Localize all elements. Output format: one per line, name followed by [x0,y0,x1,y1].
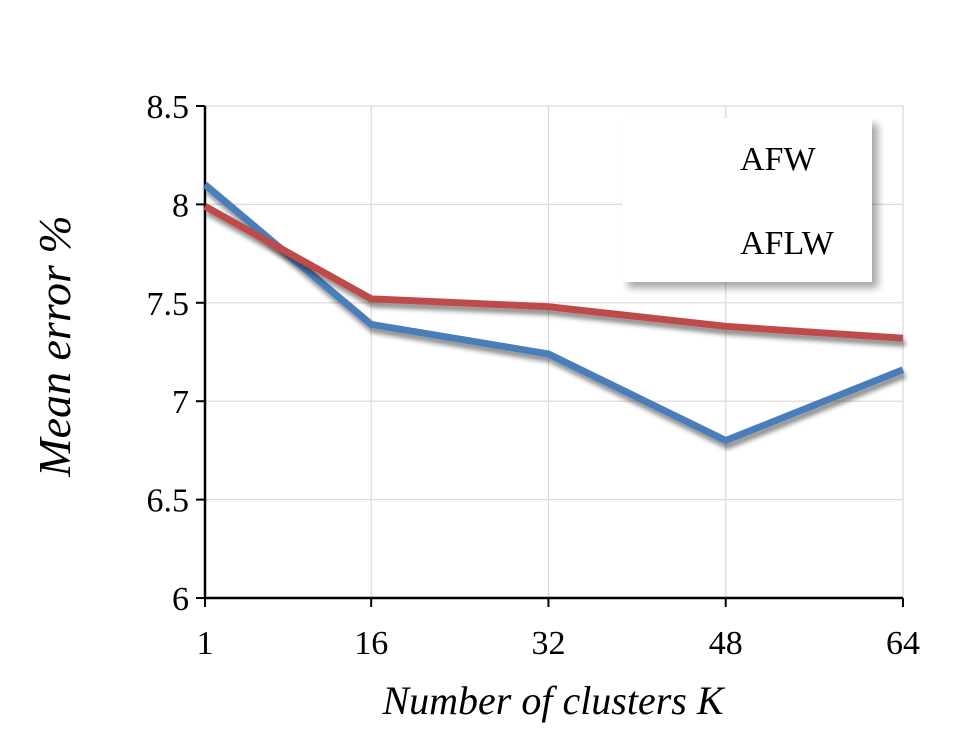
y-tick-label: 7.5 [147,286,190,323]
legend-box [622,118,872,282]
x-tick-label: 1 [197,625,214,662]
series-lines [202,182,905,445]
x-tick-labels: 1 16 32 48 64 [197,625,921,662]
y-tick-label: 6 [172,581,189,618]
grid [205,105,904,598]
x-tick-label: 64 [886,625,920,662]
y-tick-label: 6.5 [147,483,190,520]
legend: AFW AFLW [622,118,872,282]
y-tick-label: 8 [172,187,189,224]
legend-label-aflw: AFLW [740,225,835,262]
x-axis-title: Number of clusters K [381,678,725,723]
y-tick-label: 8.5 [147,89,190,126]
x-tick-label: 48 [709,625,743,662]
y-tick-labels: 6 6.5 7 7.5 8 8.5 [147,89,190,618]
y-tick-label: 7 [172,384,189,421]
series-line-aflw [203,203,904,342]
series-line-afw [202,182,905,445]
legend-label-afw: AFW [740,141,816,178]
y-axis-title: Mean error % [29,215,80,477]
x-tick-label: 16 [354,625,388,662]
x-tick-label: 32 [531,625,565,662]
